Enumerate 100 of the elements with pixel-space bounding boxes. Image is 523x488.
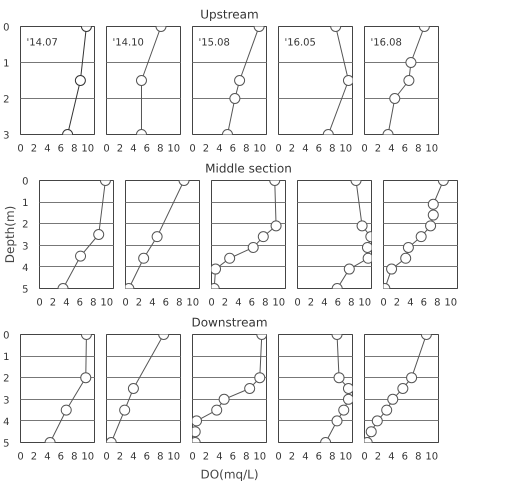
point xyxy=(428,210,439,221)
x-tick-label: 4 xyxy=(130,144,137,154)
x-tick-label: 4 xyxy=(130,452,137,462)
x-tick-label: 2 xyxy=(116,452,124,462)
x-tick-label: 2 xyxy=(288,452,296,462)
y-tick-label: 0 xyxy=(3,22,10,34)
x-tick-label: 0 xyxy=(189,452,196,462)
annotation: '14.10 xyxy=(112,38,144,48)
point xyxy=(397,383,408,394)
y-tick-label: 3 xyxy=(3,130,10,142)
point xyxy=(93,229,104,240)
x-tick-label: 4 xyxy=(302,144,309,154)
x-tick-label: 8 xyxy=(262,298,269,308)
x-tick-label: 4 xyxy=(235,298,242,308)
x-tick-label: 0 xyxy=(361,452,368,462)
x-tick-label: 6 xyxy=(144,452,150,462)
y-tick-label: 4 xyxy=(3,416,10,428)
x-tick-label: 0 xyxy=(208,298,215,308)
x-tick-label: 4 xyxy=(44,452,51,462)
x-tick-label: 6 xyxy=(316,144,322,154)
point xyxy=(389,93,400,104)
x-tick-label: 6 xyxy=(58,452,64,462)
point xyxy=(218,394,230,405)
x-tick-label: 4 xyxy=(63,298,70,308)
point xyxy=(138,252,150,264)
x-tick-label: 2 xyxy=(136,298,142,308)
y-tick-label: 0 xyxy=(3,330,10,342)
point xyxy=(425,220,436,232)
x-tick-label: 0 xyxy=(189,144,196,154)
x-tick-label: 8 xyxy=(415,144,422,154)
x-tick-label: 0 xyxy=(36,298,43,308)
x-tick-label: 10 xyxy=(167,144,180,154)
chart-title: Downstream xyxy=(191,316,268,330)
y-tick-label: 2 xyxy=(22,220,29,231)
x-tick-label: 10 xyxy=(425,452,438,462)
x-tick-label: 6 xyxy=(334,298,342,308)
x-tick-label: 2 xyxy=(202,452,210,462)
point xyxy=(338,404,350,416)
point xyxy=(428,198,439,210)
x-tick-label: 6 xyxy=(230,144,236,154)
y-tick-label: 1 xyxy=(3,58,10,70)
x-tick-label: 6 xyxy=(316,452,322,462)
point xyxy=(258,231,269,242)
x-tick-label: 2 xyxy=(116,144,124,154)
x-tick-label: 0 xyxy=(103,452,110,462)
point xyxy=(372,415,383,426)
x-tick-label: 4 xyxy=(407,298,414,308)
x-tick-label: 0 xyxy=(275,452,282,462)
annotation: '16.05 xyxy=(284,38,316,48)
point xyxy=(356,220,368,232)
x-tick-label: 4 xyxy=(321,298,328,308)
x-tick-label: 8 xyxy=(329,144,336,154)
x-tick-label: 10 xyxy=(186,298,200,308)
x-tick-label: 8 xyxy=(434,298,441,308)
y-axis-title: Depth(m) xyxy=(3,206,18,264)
point xyxy=(400,252,412,264)
y-tick-label: 2 xyxy=(3,374,10,385)
point xyxy=(405,57,416,68)
x-tick-label: 6 xyxy=(402,144,408,154)
y-tick-label: 0 xyxy=(22,176,29,188)
x-axis-title: DO(mq/L) xyxy=(200,468,259,482)
point xyxy=(402,242,414,253)
point xyxy=(254,372,266,384)
annotation: '15.08 xyxy=(198,38,230,48)
point xyxy=(344,264,355,275)
point xyxy=(80,372,92,384)
x-tick-label: 10 xyxy=(339,452,352,462)
x-tick-label: 10 xyxy=(81,452,94,462)
x-tick-label: 4 xyxy=(149,298,156,308)
x-tick-label: 4 xyxy=(44,144,51,154)
point xyxy=(244,383,256,394)
x-tick-label: 8 xyxy=(176,298,183,308)
x-tick-label: 2 xyxy=(374,144,382,154)
y-tick-label: 3 xyxy=(22,241,29,252)
point xyxy=(75,250,86,262)
chart-title: Upstream xyxy=(200,8,259,22)
x-tick-label: 6 xyxy=(248,298,256,308)
annotation: '14.07 xyxy=(26,38,58,48)
y-tick-label: 1 xyxy=(3,352,10,364)
point xyxy=(362,242,372,253)
x-tick-label: 0 xyxy=(275,144,282,154)
x-tick-label: 10 xyxy=(253,452,266,462)
point xyxy=(192,415,202,426)
point xyxy=(224,252,236,264)
x-tick-label: 10 xyxy=(81,144,94,154)
x-tick-label: 2 xyxy=(222,298,228,308)
point xyxy=(334,372,345,384)
x-tick-label: 8 xyxy=(415,452,422,462)
x-tick-label: 8 xyxy=(157,452,164,462)
x-tick-label: 10 xyxy=(425,144,438,154)
x-tick-label: 0 xyxy=(294,298,301,308)
x-tick-label: 6 xyxy=(76,298,84,308)
point xyxy=(248,242,259,253)
point xyxy=(366,426,377,438)
x-tick-label: 8 xyxy=(71,452,78,462)
point xyxy=(128,383,139,394)
x-tick-label: 4 xyxy=(216,452,223,462)
x-tick-label: 8 xyxy=(71,144,78,154)
x-tick-label: 4 xyxy=(388,452,395,462)
x-tick-label: 8 xyxy=(157,144,164,154)
